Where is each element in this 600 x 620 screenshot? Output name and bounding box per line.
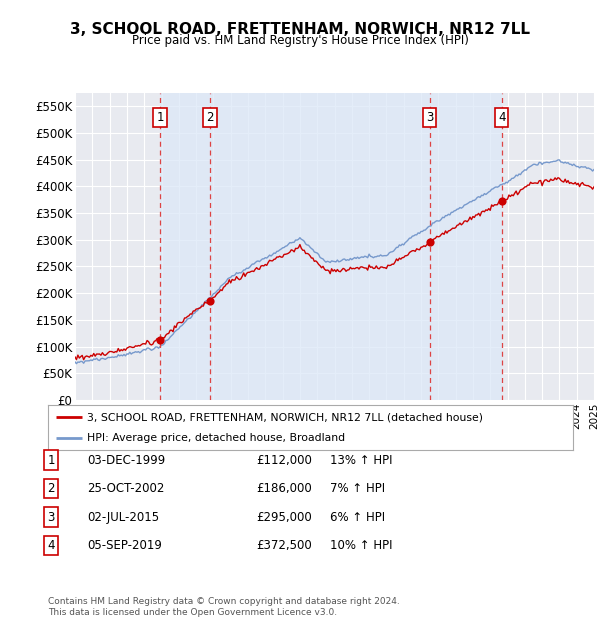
Text: HPI: Average price, detached house, Broadland: HPI: Average price, detached house, Broa…	[88, 433, 346, 443]
Text: 1: 1	[47, 454, 55, 466]
Text: 25-OCT-2002: 25-OCT-2002	[87, 482, 164, 495]
Point	[155, 335, 165, 345]
Text: 7% ↑ HPI: 7% ↑ HPI	[330, 482, 385, 495]
Text: 13% ↑ HPI: 13% ↑ HPI	[330, 454, 392, 466]
Text: 4: 4	[47, 539, 55, 552]
Text: £372,500: £372,500	[256, 539, 312, 552]
Point	[497, 196, 506, 206]
Point	[205, 296, 215, 306]
Text: Price paid vs. HM Land Registry's House Price Index (HPI): Price paid vs. HM Land Registry's House …	[131, 34, 469, 47]
Bar	[210, 93, 430, 400]
Text: 05-SEP-2019: 05-SEP-2019	[87, 539, 162, 552]
Bar	[160, 93, 210, 400]
Text: £295,000: £295,000	[256, 511, 312, 523]
Text: 3: 3	[426, 111, 433, 124]
Point	[425, 237, 434, 247]
Text: £112,000: £112,000	[256, 454, 312, 466]
Text: Contains HM Land Registry data © Crown copyright and database right 2024.
This d: Contains HM Land Registry data © Crown c…	[48, 598, 400, 617]
Text: 2: 2	[206, 111, 214, 124]
Text: 2: 2	[47, 482, 55, 495]
Text: 02-JUL-2015: 02-JUL-2015	[87, 511, 159, 523]
Bar	[430, 93, 502, 400]
Text: £186,000: £186,000	[256, 482, 312, 495]
Text: 6% ↑ HPI: 6% ↑ HPI	[330, 511, 385, 523]
Text: 3, SCHOOL ROAD, FRETTENHAM, NORWICH, NR12 7LL: 3, SCHOOL ROAD, FRETTENHAM, NORWICH, NR1…	[70, 22, 530, 37]
Text: 3, SCHOOL ROAD, FRETTENHAM, NORWICH, NR12 7LL (detached house): 3, SCHOOL ROAD, FRETTENHAM, NORWICH, NR1…	[88, 412, 484, 422]
Text: 4: 4	[498, 111, 506, 124]
Text: 03-DEC-1999: 03-DEC-1999	[87, 454, 165, 466]
Text: 3: 3	[47, 511, 55, 523]
Text: 10% ↑ HPI: 10% ↑ HPI	[330, 539, 392, 552]
Text: 1: 1	[157, 111, 164, 124]
